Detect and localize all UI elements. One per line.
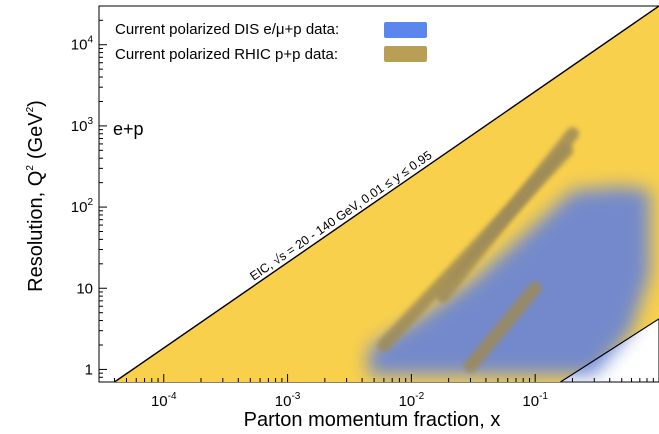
rhic-band-1 [436,127,579,303]
legend-label-rhic: Current polarized RHIC p+p data: [115,46,338,63]
x-axis-title: Parton momentum fraction, x [244,409,501,431]
y-tick-label: 1 [85,361,93,378]
y-tick-label: 104 [71,35,94,54]
y-axis: 1 10 102 103 104 [71,5,107,383]
legend-swatch-dis [384,22,427,38]
x-tick-label: 10-2 [399,391,425,410]
y-axis-title: Resolution, Q2(GeV2) [25,100,47,292]
eic-upper-boundary-line [114,6,659,382]
x-tick-label: 10-3 [275,391,301,410]
plot-layers [114,6,659,382]
eic-lower-boundary-line [560,318,659,382]
x-tick-label: 10-1 [522,391,548,410]
x-axis: 10-4 10-3 10-2 10-1 [98,374,654,410]
process-label: e+p [113,119,144,139]
y-tick-label: 103 [71,116,94,135]
rhic-band-2 [463,281,542,373]
legend: Current polarized DIS e/μ+p data: Curren… [115,21,427,63]
legend-label-dis: Current polarized DIS e/μ+p data: [115,21,339,38]
legend-swatch-rhic [384,46,427,62]
x-tick-label: 10-4 [151,391,177,410]
y-tick-label: 10 [76,280,93,297]
y-tick-label: 102 [71,197,94,216]
dis-data-region [368,186,651,376]
rhic-data-bands [377,58,617,373]
